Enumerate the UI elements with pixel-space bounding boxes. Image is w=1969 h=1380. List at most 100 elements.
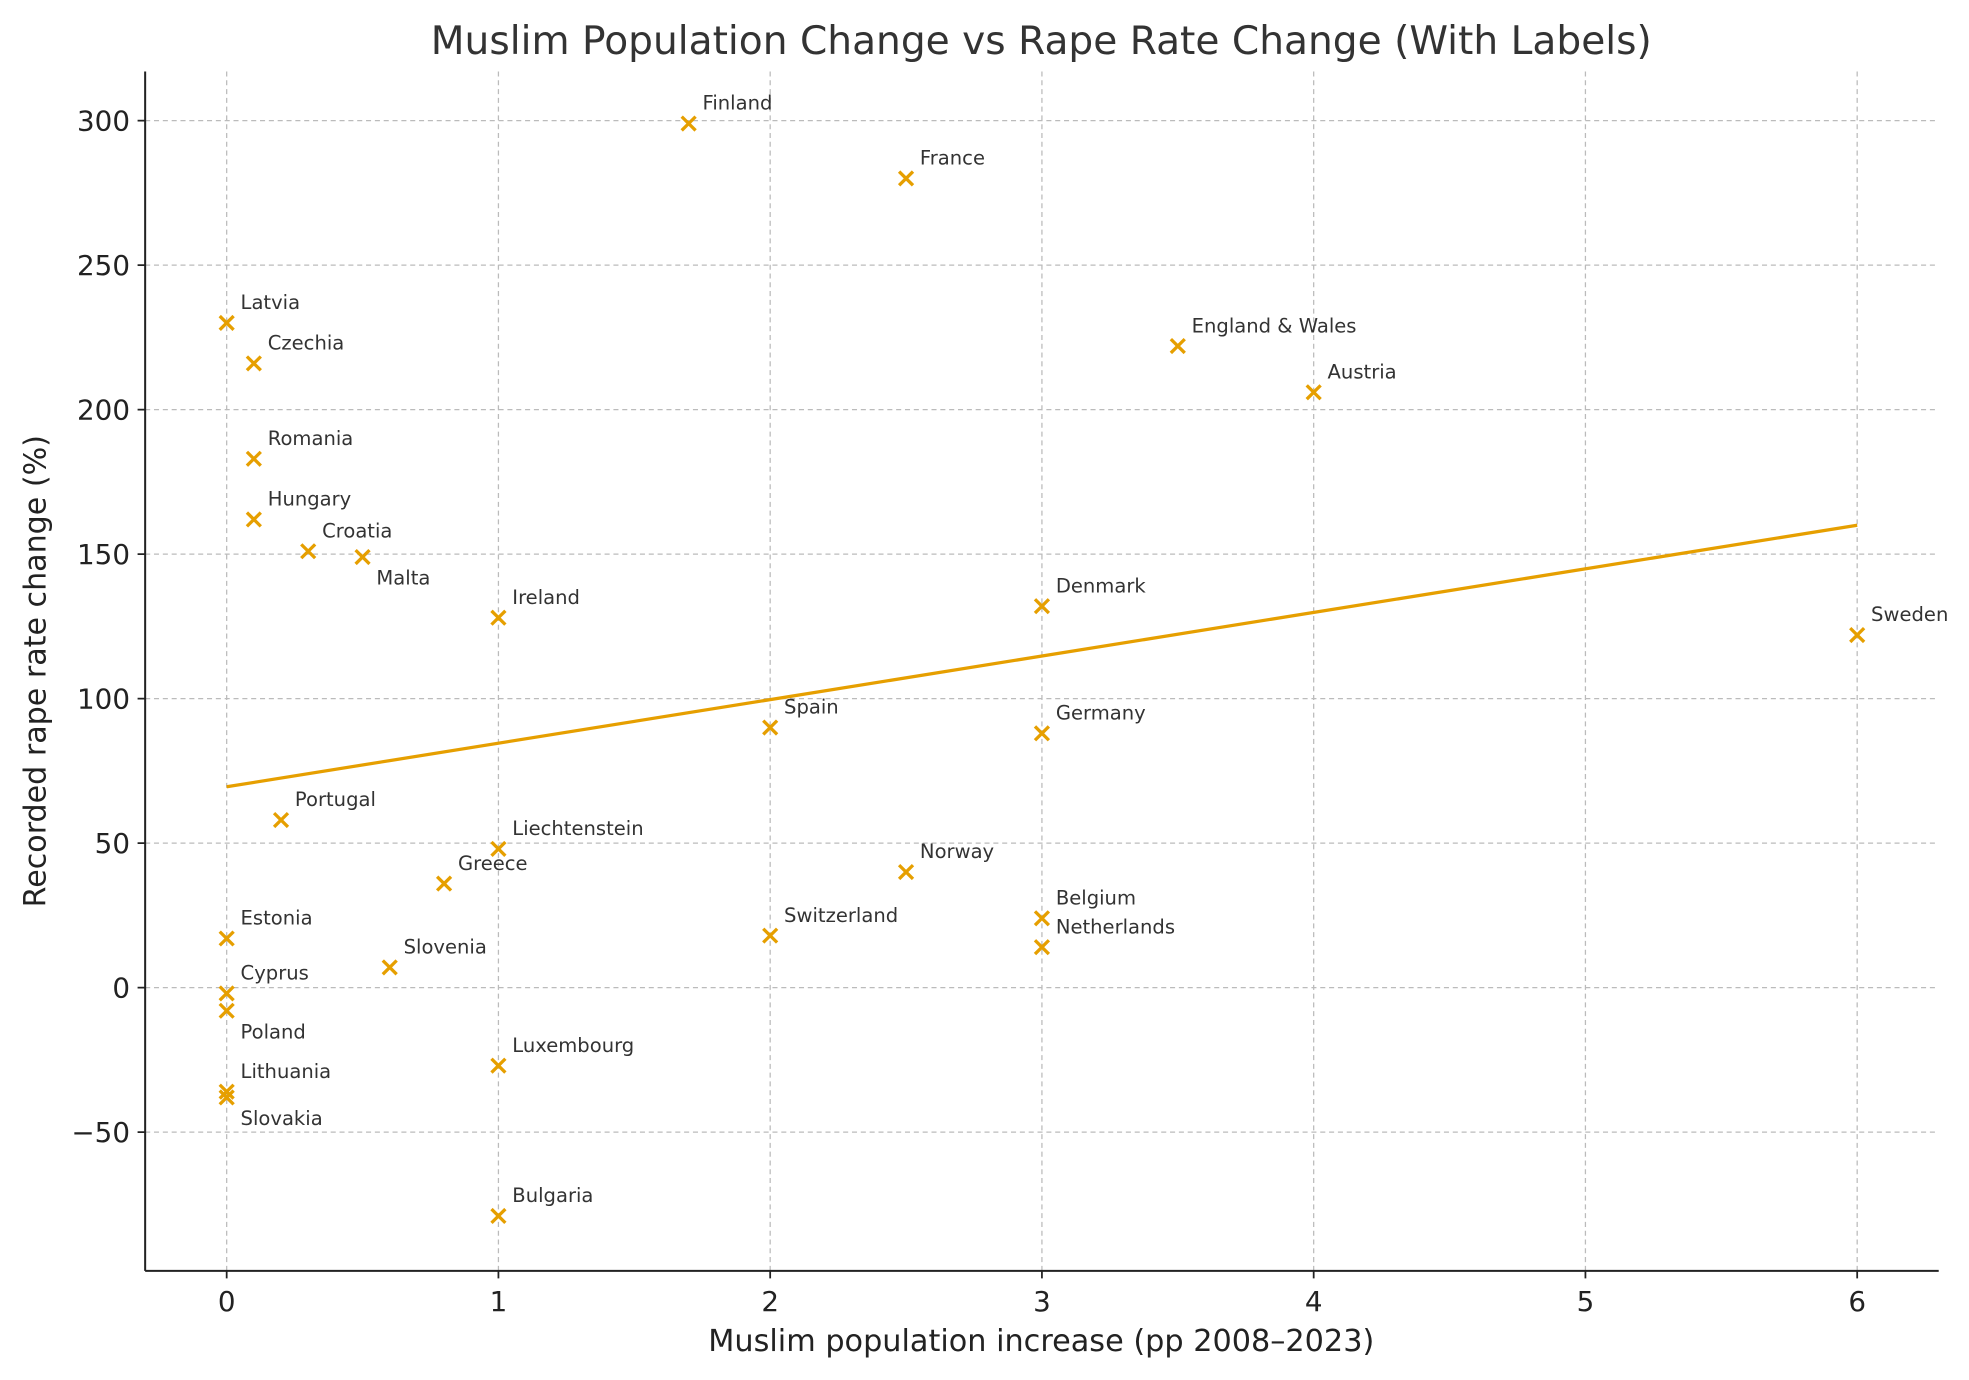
point-label: Latvia	[241, 291, 301, 314]
point-label: Croatia	[322, 520, 392, 543]
x-marker-icon	[1033, 598, 1051, 615]
point-label: Slovenia	[404, 936, 487, 959]
y-tick-label: 300	[77, 105, 130, 138]
x-marker-icon	[300, 543, 317, 560]
data-point-romania: Romania	[245, 427, 354, 467]
point-label: Slovakia	[241, 1107, 323, 1130]
y-tick-label: 0	[112, 972, 130, 1005]
point-label: Romania	[268, 427, 354, 450]
point-label: Portugal	[295, 788, 376, 811]
x-marker-icon	[1169, 338, 1186, 355]
data-point-liechtenstein: Liechtenstein	[490, 817, 644, 857]
x-tick-label: 6	[1848, 1285, 1866, 1318]
data-point-croatia: Croatia	[300, 520, 392, 560]
x-marker-icon	[1033, 725, 1051, 742]
point-label: France	[920, 147, 985, 170]
x-marker-icon	[218, 314, 235, 331]
x-axis-label: Muslim population increase (pp 2008–2023…	[708, 1324, 1374, 1359]
y-tick-label: 250	[77, 249, 130, 282]
x-marker-icon	[490, 609, 507, 626]
data-point-poland: Poland	[218, 1002, 306, 1043]
data-point-norway: Norway	[897, 840, 994, 881]
data-point-slovenia: Slovenia	[381, 936, 487, 976]
data-point-czechia: Czechia	[245, 332, 345, 372]
x-marker-icon	[490, 840, 507, 857]
point-label: Sweden	[1871, 603, 1948, 626]
x-marker-icon	[1033, 910, 1051, 927]
x-marker-icon	[218, 985, 235, 1002]
data-point-france: France	[897, 147, 985, 187]
y-tick-label: −50	[71, 1116, 130, 1149]
data-point-ireland: Ireland	[490, 586, 580, 626]
point-label: England & Wales	[1192, 314, 1357, 337]
x-tick-label: 5	[1577, 1285, 1595, 1318]
y-tick-label: 200	[77, 394, 130, 427]
point-label: Germany	[1056, 702, 1146, 725]
x-tick-label: 0	[218, 1285, 236, 1318]
x-tick-label: 3	[1033, 1285, 1051, 1318]
data-point-cyprus: Cyprus	[218, 962, 309, 1002]
data-point-malta: Malta	[354, 548, 430, 590]
point-label: Luxembourg	[512, 1034, 634, 1057]
x-marker-icon	[435, 875, 453, 892]
x-marker-icon	[245, 355, 262, 372]
chart-title: Muslim Population Change vs Rape Rate Ch…	[431, 19, 1652, 64]
data-point-netherlands: Netherlands	[1033, 915, 1175, 956]
y-axis-label: Recorded rape rate change (%)	[18, 435, 53, 907]
grid	[145, 71, 1939, 1271]
point-label: Finland	[703, 92, 773, 115]
x-marker-icon	[218, 1083, 235, 1100]
point-label: Hungary	[268, 488, 352, 511]
trend-line	[226, 523, 1858, 789]
x-marker-icon	[1305, 384, 1322, 401]
x-marker-icon	[218, 930, 235, 947]
point-label: Denmark	[1056, 574, 1147, 597]
x-marker-icon	[1033, 939, 1051, 956]
x-marker-icon	[245, 511, 262, 528]
x-axis-ticks: 0 1 2 3 4 5 6	[218, 1270, 1866, 1318]
data-point-hungary: Hungary	[245, 488, 352, 528]
data-point-portugal: Portugal	[272, 788, 376, 829]
data-point-finland: Finland	[680, 92, 773, 132]
y-tick-label: 100	[77, 683, 130, 716]
x-marker-icon	[897, 863, 915, 881]
y-tick-label: 50	[95, 827, 130, 860]
data-point-estonia: Estonia	[218, 907, 313, 947]
x-marker-icon	[218, 1002, 235, 1019]
point-label: Cyprus	[241, 962, 309, 985]
point-label: Switzerland	[784, 904, 898, 927]
data-point-denmark: Denmark	[1033, 574, 1147, 615]
x-tick-label: 1	[490, 1285, 508, 1318]
point-label: Liechtenstein	[512, 817, 643, 840]
point-label: Austria	[1328, 361, 1397, 384]
x-marker-icon	[354, 548, 371, 566]
x-tick-label: 2	[761, 1285, 779, 1318]
data-point-spain: Spain	[762, 696, 839, 736]
x-marker-icon	[272, 811, 290, 829]
x-marker-icon	[762, 927, 779, 944]
point-label: Netherlands	[1056, 915, 1175, 938]
x-marker-icon	[762, 719, 779, 736]
data-points: Finland France Latvia Czechia England & Wale…	[218, 92, 1948, 1224]
x-marker-icon	[1849, 627, 1866, 644]
x-marker-icon	[218, 1089, 235, 1106]
point-label: Poland	[241, 1020, 306, 1043]
point-label: Norway	[920, 840, 994, 863]
x-marker-icon	[490, 1057, 507, 1074]
data-point-bulgaria: Bulgaria	[490, 1184, 593, 1224]
y-tick-label: 150	[77, 538, 130, 571]
point-label: Greece	[458, 852, 528, 875]
data-point-luxembourg: Luxembourg	[490, 1034, 634, 1074]
point-label: Malta	[376, 567, 430, 590]
data-point-germany: Germany	[1033, 702, 1146, 742]
point-label: Belgium	[1056, 887, 1136, 910]
x-marker-icon	[490, 1207, 507, 1224]
data-point-sweden: Sweden	[1849, 603, 1948, 644]
data-point-england-wales: England & Wales	[1169, 314, 1357, 355]
data-point-austria: Austria	[1305, 361, 1397, 401]
x-marker-icon	[680, 115, 697, 132]
data-point-switzerland: Switzerland	[762, 904, 898, 944]
point-label: Czechia	[268, 332, 345, 355]
point-label: Ireland	[512, 586, 580, 609]
